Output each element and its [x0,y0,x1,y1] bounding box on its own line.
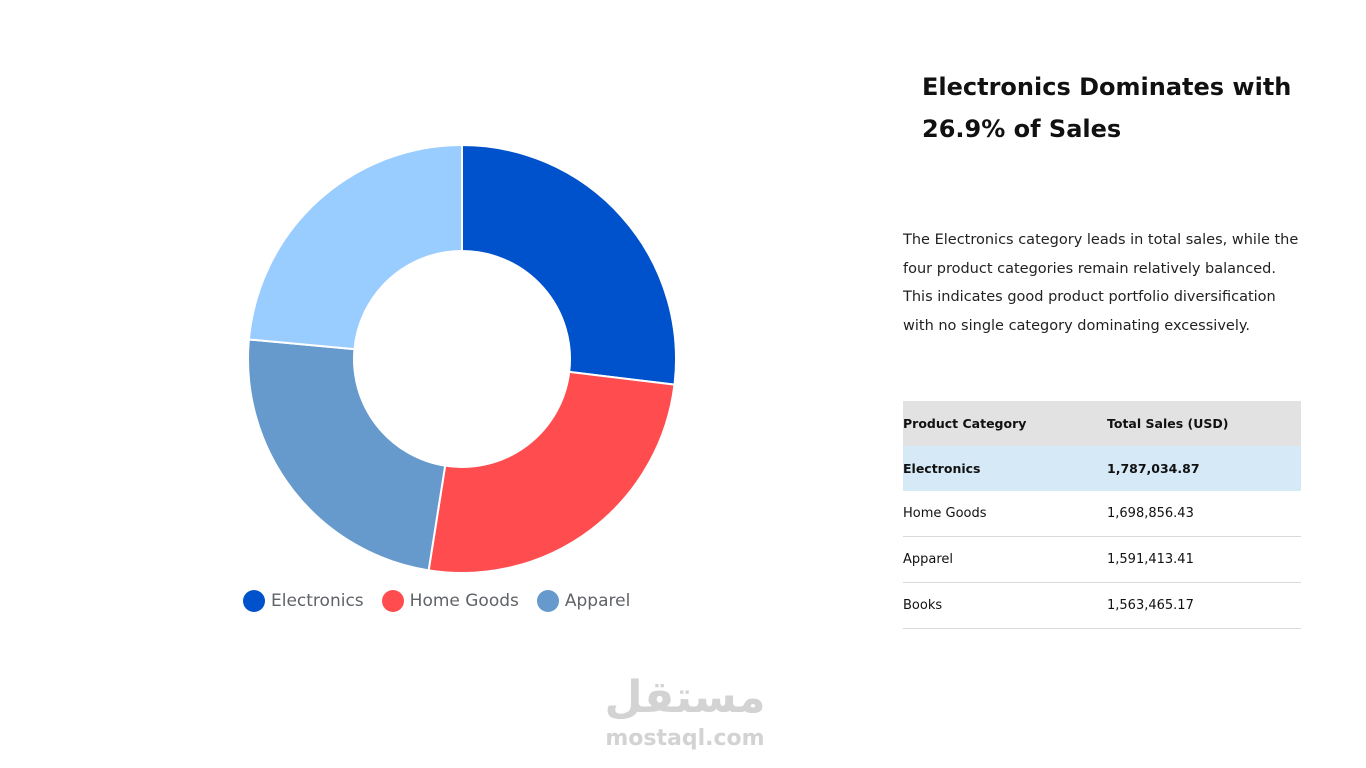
donut-slice-electronics[interactable] [461,143,677,386]
table-row: Home Goods 1,698,856.43 [903,491,1301,537]
summary-line-2: four product categories remain relativel… [903,260,1276,277]
table-header-row: Product Category Total Sales (USD) [903,401,1301,446]
slide-headline: Electronics Dominates with 26.9% of Sale… [922,66,1302,150]
legend-item-home-goods[interactable]: Home Goods [381,590,519,612]
cell-sales: 1,787,034.87 [1107,446,1301,491]
headline-line-2: 26.9% of Sales [922,115,1122,143]
headline-line-1: Electronics Dominates with [922,73,1292,101]
chart-legend: Electronics Home Goods Apparel [243,590,648,612]
legend-item-electronics[interactable]: Electronics [243,590,364,612]
summary-line-1: The Electronics category leads in total … [903,232,1299,248]
header-product-category: Product Category [903,401,1107,446]
donut-slice-books[interactable] [247,143,463,351]
legend-label-electronics: Electronics [271,591,364,611]
donut-chart [247,143,677,574]
summary-line-3: This indicates good product portfolio di… [903,289,1276,306]
donut-slice-apparel[interactable] [247,338,447,572]
cell-category: Apparel [903,536,1107,583]
table-row: Books 1,563,465.17 [903,582,1301,629]
donut-slice-home-goods[interactable] [427,370,676,574]
cell-sales: 1,563,465.17 [1107,582,1301,629]
cell-category: Home Goods [903,491,1107,537]
legend-swatch-electronics [243,590,265,612]
legend-label-apparel: Apparel [564,591,631,611]
cell-sales: 1,591,413.41 [1107,536,1301,583]
legend-item-apparel[interactable]: Apparel [536,590,631,612]
watermark-logo: مستقل mostaql.com [600,670,770,752]
cell-category: Books [903,582,1107,629]
legend-swatch-apparel [536,590,559,612]
legend-swatch-home-goods [381,590,404,612]
summary-line-4: with no single category dominating exces… [903,317,1250,334]
cell-category: Electronics [903,446,1107,491]
summary-paragraph: The Electronics category leads in total … [903,226,1313,340]
header-total-sales: Total Sales (USD) [1107,401,1301,446]
watermark-latin: mostaql.com [605,726,765,751]
legend-label-home-goods: Home Goods [409,591,519,611]
table-row: Apparel 1,591,413.41 [903,536,1301,583]
table-row: Electronics 1,787,034.87 [903,446,1301,491]
watermark-arabic: مستقل [604,672,766,723]
cell-sales: 1,698,856.43 [1107,491,1301,537]
sales-table: Product Category Total Sales (USD) Elect… [903,401,1301,629]
